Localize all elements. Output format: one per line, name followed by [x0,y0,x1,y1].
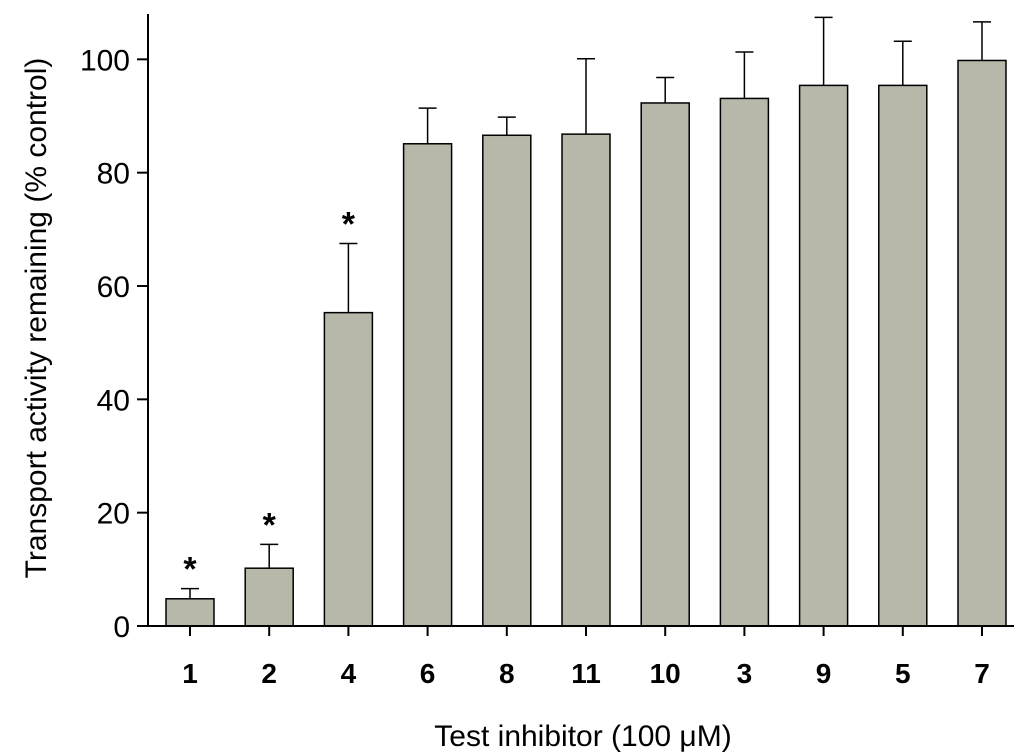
ticks-layer: 0 20 40 60 80 100 1 2 4 6 8 11 10 3 9 5 7 [80,44,990,689]
bar [798,84,849,627]
bar [561,133,611,627]
bar [640,102,690,627]
significance-marker: * [342,206,356,244]
x-tick-label: 10 [650,658,681,689]
bar [244,567,294,627]
bars-layer: * * * [165,16,1007,627]
x-tick-label: 11 [571,658,601,689]
x-tick-label: 3 [737,658,753,689]
bar [957,59,1007,627]
bar [402,143,453,627]
x-tick-label: 7 [974,658,990,689]
x-tick-label: 6 [420,658,436,689]
x-tick-label: 1 [182,658,198,689]
significance-marker: * [183,551,197,589]
x-tick-label: 2 [261,658,277,689]
bar [165,598,215,627]
bar [878,84,928,627]
bar [323,311,374,627]
y-tick-label: 80 [97,158,130,191]
x-tick-label: 4 [341,658,357,689]
bar [719,97,770,627]
y-tick-label: 100 [80,44,130,77]
axes-layer [147,14,1014,627]
y-tick-label: 0 [113,611,130,644]
y-tick-label: 40 [97,384,130,417]
x-axis-title: Test inhibitor (100 μM) [434,720,731,753]
x-tick-label: 5 [895,658,911,689]
x-tick-label: 8 [499,658,515,689]
y-tick-label: 60 [97,271,130,304]
bar [482,134,532,627]
significance-marker: * [263,506,277,544]
y-axis-title: Transport activity remaining (% control) [20,58,53,579]
x-tick-label: 9 [816,658,832,689]
y-tick-label: 20 [97,498,130,531]
